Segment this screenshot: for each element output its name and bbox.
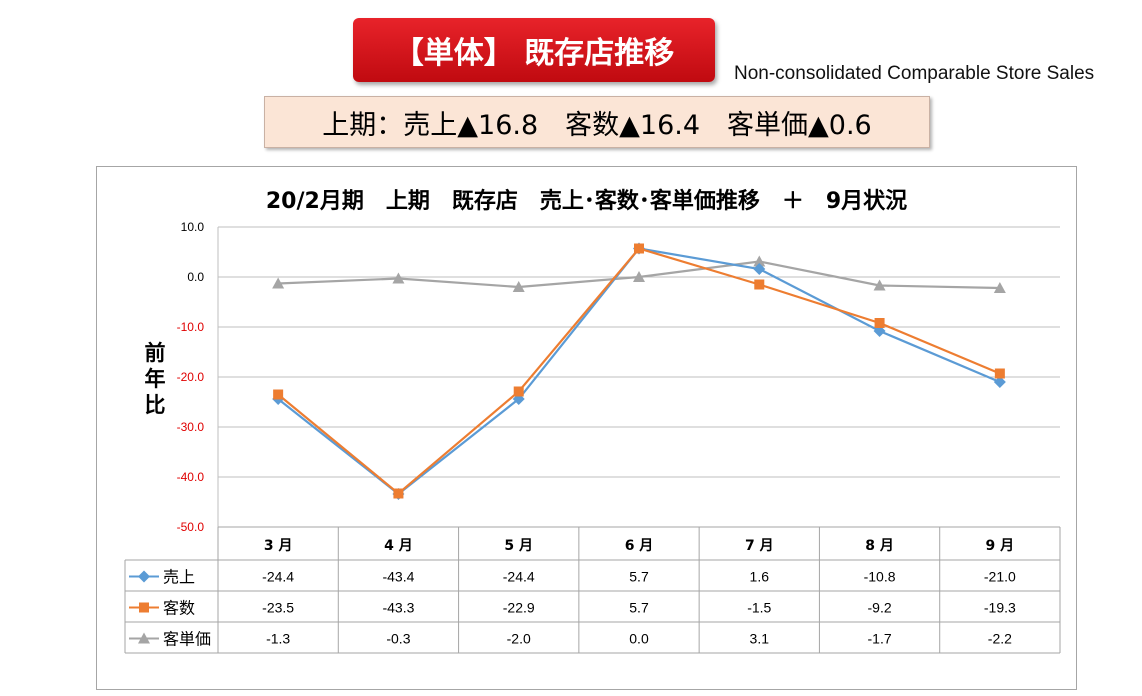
legend-marker bbox=[139, 602, 149, 613]
chart-title: 20/2月期 上期 既存店 売上･客数･客単価推移 ＋ 9月状況 bbox=[265, 189, 908, 214]
summary-box: 上期：売上▲16.8 客数▲16.4 客単価▲0.6 bbox=[264, 96, 930, 148]
legend-label: 売上 bbox=[163, 568, 195, 587]
chart-frame bbox=[96, 166, 1077, 690]
data-point bbox=[393, 488, 404, 499]
data-point bbox=[994, 368, 1005, 379]
data-label: -23.5 bbox=[262, 600, 294, 616]
data-point bbox=[753, 263, 766, 275]
y-tick-label: -30.0 bbox=[177, 420, 205, 434]
y-axis-label-char: 年 bbox=[144, 367, 166, 391]
data-label: -1.3 bbox=[266, 631, 290, 647]
data-point bbox=[512, 281, 525, 292]
data-point bbox=[272, 277, 285, 289]
x-tick-label: 9 月 bbox=[986, 538, 1015, 554]
x-tick-label: 8 月 bbox=[865, 538, 894, 554]
y-axis-label-char: 比 bbox=[144, 393, 166, 417]
data-point bbox=[392, 272, 405, 284]
data-label: -22.9 bbox=[503, 600, 535, 616]
data-point bbox=[873, 279, 886, 291]
data-label: -1.5 bbox=[747, 600, 771, 616]
x-tick-label: 7 月 bbox=[745, 538, 774, 554]
data-label: -2.0 bbox=[507, 631, 531, 647]
data-point bbox=[753, 255, 766, 267]
data-label: -1.7 bbox=[868, 631, 892, 647]
y-axis-label-char: 前 bbox=[144, 341, 166, 365]
data-label: 1.6 bbox=[750, 569, 770, 585]
data-point bbox=[993, 282, 1006, 293]
x-tick-label: 5 月 bbox=[504, 538, 533, 554]
data-label: -19.3 bbox=[984, 600, 1016, 616]
data-label: 0.0 bbox=[629, 631, 649, 647]
section-subtitle: Non-consolidated Comparable Store Sales bbox=[734, 63, 1095, 84]
data-point bbox=[993, 376, 1006, 388]
y-tick-label: 0.0 bbox=[187, 270, 204, 284]
data-label: 5.7 bbox=[629, 569, 649, 585]
data-point bbox=[754, 279, 765, 290]
legend-label: 客数 bbox=[163, 599, 195, 618]
data-label: -2.2 bbox=[988, 631, 1012, 647]
y-tick-label: 10.0 bbox=[181, 220, 205, 234]
data-label: -10.8 bbox=[864, 569, 896, 585]
legend-marker bbox=[138, 632, 150, 644]
x-tick-label: 6 月 bbox=[625, 538, 654, 554]
section-title: 【単体】 既存店推移 bbox=[393, 36, 675, 71]
y-tick-label: -50.0 bbox=[177, 520, 205, 534]
data-point bbox=[634, 243, 644, 254]
data-label: -43.4 bbox=[382, 569, 414, 585]
data-label: -24.4 bbox=[503, 569, 535, 585]
data-label: -24.4 bbox=[262, 569, 294, 585]
legend-marker bbox=[138, 570, 150, 583]
y-axis-label: 前年比 bbox=[140, 340, 170, 418]
data-label: -9.2 bbox=[868, 600, 892, 616]
y-tick-label: -10.0 bbox=[177, 320, 205, 334]
data-point bbox=[633, 271, 645, 282]
data-label: 5.7 bbox=[629, 600, 649, 616]
data-label: -0.3 bbox=[386, 631, 410, 647]
data-label: -21.0 bbox=[984, 569, 1016, 585]
data-point bbox=[273, 389, 284, 400]
y-tick-label: -40.0 bbox=[177, 470, 205, 484]
summary-text: 上期：売上▲16.8 客数▲16.4 客単価▲0.6 bbox=[322, 109, 872, 141]
x-tick-label: 4 月 bbox=[384, 538, 413, 554]
data-label: -43.3 bbox=[382, 600, 414, 616]
data-label: 3.1 bbox=[750, 631, 770, 647]
data-point bbox=[874, 318, 885, 328]
data-point bbox=[513, 386, 524, 397]
y-tick-label: -20.0 bbox=[177, 370, 205, 384]
section-title-banner: 【単体】 既存店推移 bbox=[353, 18, 715, 82]
legend-label: 客単価 bbox=[163, 630, 211, 649]
x-tick-label: 3 月 bbox=[264, 538, 293, 554]
